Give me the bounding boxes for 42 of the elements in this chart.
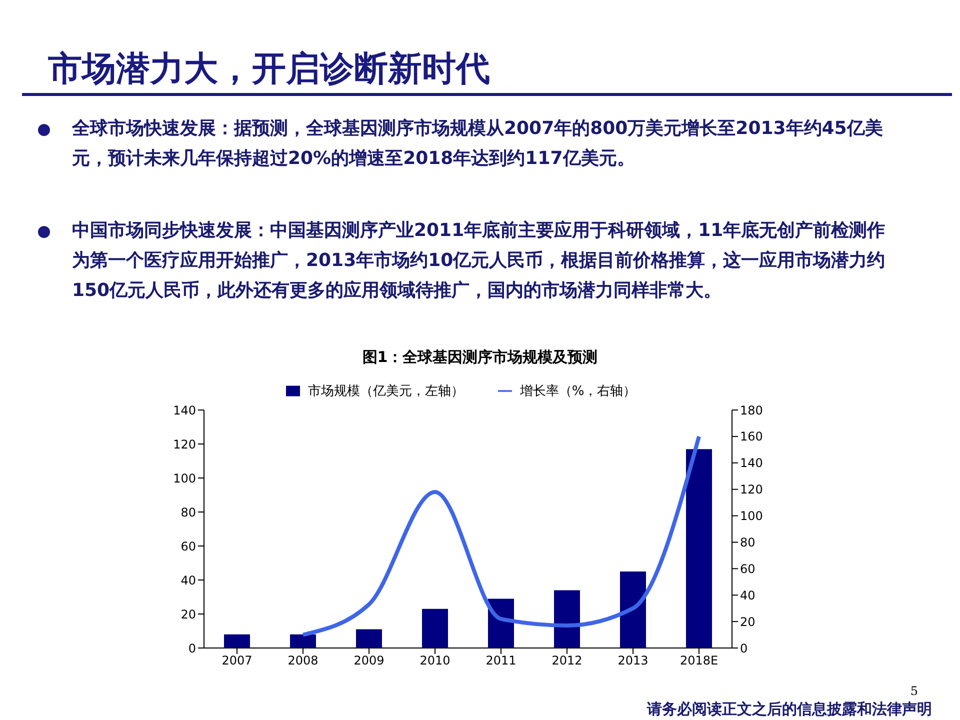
x-tick-label: 2009 bbox=[354, 654, 384, 668]
y2-tick-label: 160 bbox=[740, 430, 763, 444]
chart-subtitle: 图1：全球基因测序市场规模及预测 bbox=[361, 348, 599, 367]
y2-tick-label: 60 bbox=[740, 562, 756, 576]
x-tick-label: 2018E bbox=[680, 654, 718, 668]
y-tick-label: 80 bbox=[180, 505, 196, 520]
y2-tick-label: 140 bbox=[740, 456, 763, 470]
text: 5 bbox=[910, 684, 918, 698]
bar bbox=[356, 629, 382, 648]
legend-label: 增长率（%，右轴） bbox=[520, 384, 636, 399]
bar bbox=[686, 449, 712, 648]
line-series bbox=[301, 434, 701, 637]
x-tick-label: 2008 bbox=[288, 654, 318, 668]
chart-title: 市场潜力大，开启诊断新时代 bbox=[48, 48, 490, 91]
y2-tick-label: 0 bbox=[740, 641, 748, 656]
y-tick-label: 120 bbox=[173, 437, 196, 452]
y-tick-label: 20 bbox=[180, 607, 196, 622]
text: 全球市场快速发展：据预测，全球基因测序市场规模从2007年的800万美元增长至2013年约45亿美元，预计未来几年保持超过20%的增速至2018年达到约117亿美元。 bbox=[72, 117, 884, 171]
text: 请务必阅读正文之后的信息披露和法律声明 bbox=[647, 700, 932, 719]
y-tick-label: 140 bbox=[173, 403, 196, 418]
y-tick-label: 40 bbox=[180, 573, 196, 588]
text: 中国市场同步快速发展：中国基因测序产业2011年底前主要应用于科研领域，11年底无创产前检测作为第一个医疗应用开始推广，2013年市场约10亿元人民币，根据目前价格推算，这一应用市场潜力约150亿元人民币，此外还有更多的应用领域待推广，国内的市场潜力同样非常大。 bbox=[72, 219, 886, 303]
x-tick-label: 2011 bbox=[486, 654, 516, 668]
bar bbox=[224, 634, 250, 648]
legend-label: 市场规模（亿美元，左轴） bbox=[308, 384, 464, 399]
y-tick-label: 0 bbox=[188, 641, 196, 656]
bar bbox=[290, 634, 316, 648]
x-tick-label: 2010 bbox=[420, 654, 450, 668]
y-tick-label: 100 bbox=[173, 471, 196, 486]
bar bbox=[554, 590, 580, 648]
y2-tick-label: 120 bbox=[740, 482, 763, 497]
bar bbox=[620, 572, 646, 648]
x-tick-label: 2012 bbox=[552, 654, 582, 668]
y-tick-label: 60 bbox=[180, 539, 196, 554]
x-tick-label: 2007 bbox=[222, 654, 252, 668]
bar bbox=[422, 608, 448, 648]
y2-tick-label: 100 bbox=[740, 509, 763, 524]
y2-tick-label: 180 bbox=[740, 403, 763, 418]
y2-tick-label: 80 bbox=[740, 535, 756, 550]
y2-tick-label: 40 bbox=[740, 588, 756, 602]
x-tick-label: 2013 bbox=[618, 654, 648, 668]
y2-tick-label: 20 bbox=[740, 614, 756, 629]
